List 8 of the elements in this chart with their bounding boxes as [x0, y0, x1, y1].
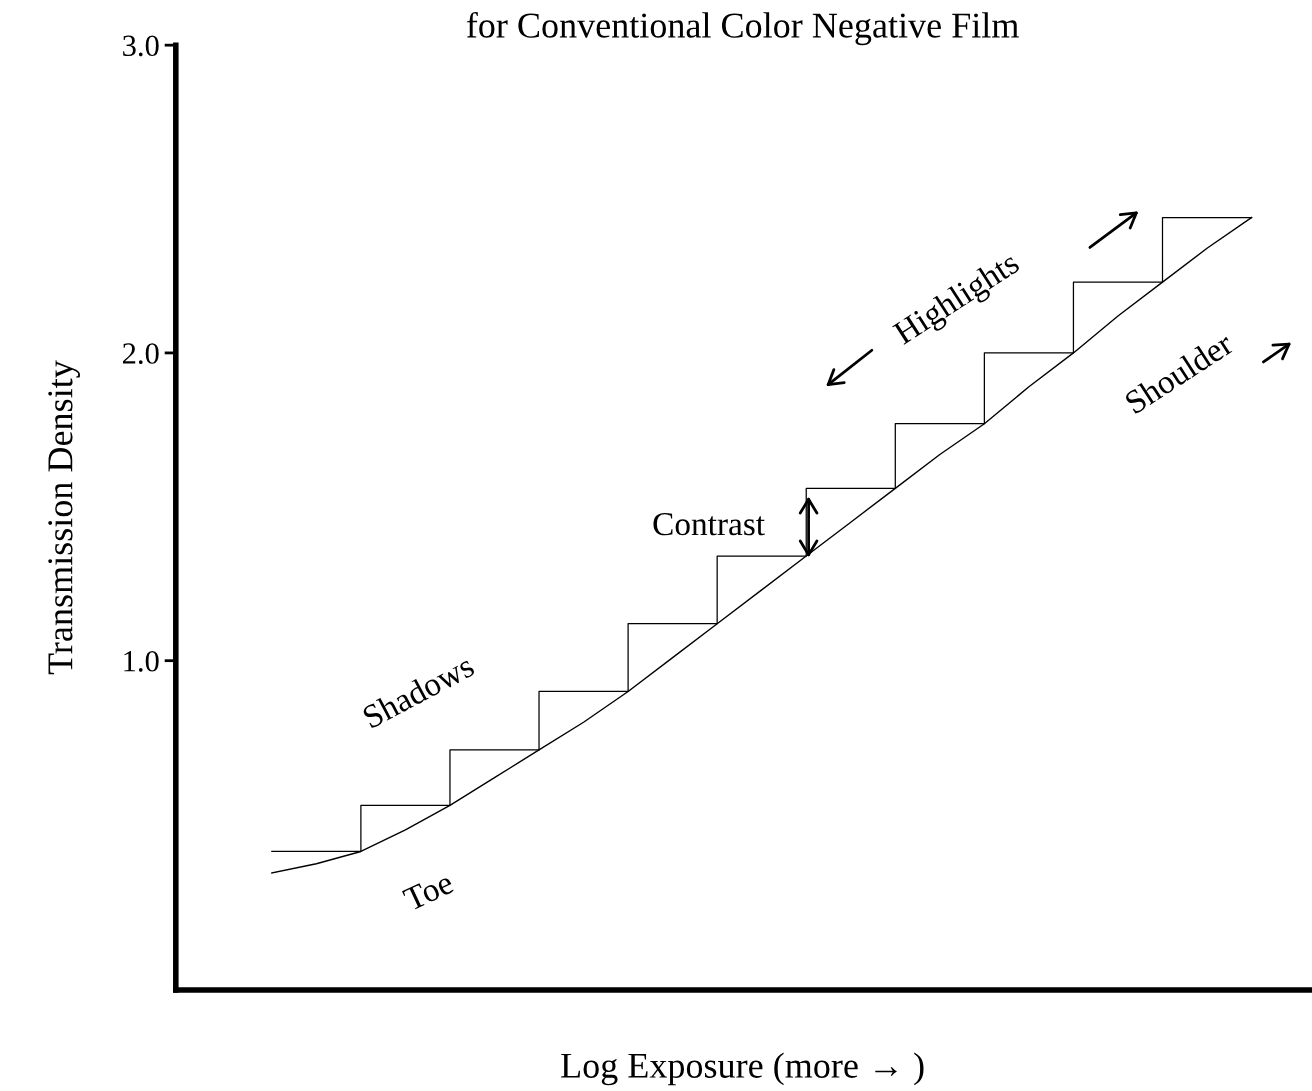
chart-title: for Conventional Color Negative Film	[466, 11, 1019, 46]
annotation: Contrast	[653, 512, 765, 536]
y-tick-label: 3.0	[123, 35, 159, 57]
y-axis-title: Transmission Density	[48, 360, 80, 675]
y-tick-label: 1.0	[124, 650, 159, 672]
x-axis-title: Log Exposure (more → )	[561, 1052, 924, 1086]
annotation: Toe	[402, 871, 455, 912]
y-tick-label: 2.0	[122, 343, 159, 364]
